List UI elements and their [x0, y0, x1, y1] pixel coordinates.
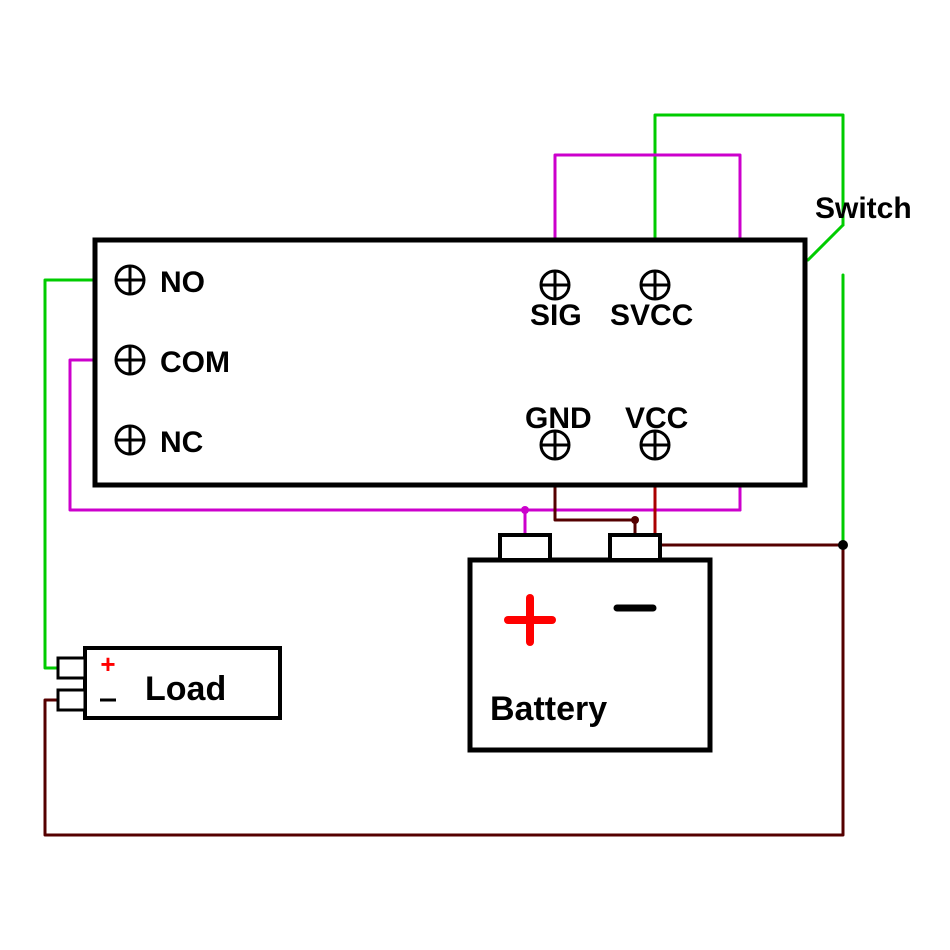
terminal-label-no: NO	[160, 266, 205, 299]
junction	[838, 540, 848, 550]
junction	[631, 516, 639, 524]
terminal-no: NO	[116, 266, 205, 299]
battery-label: Battery	[490, 690, 607, 728]
terminal-label-vcc: VCC	[625, 402, 688, 435]
wiring-diagram: NO COM NC SIG SVCC GND VCC Battery + Load Switch	[0, 0, 950, 950]
load-tab-plus	[58, 658, 85, 678]
terminal-nc: NC	[116, 426, 203, 459]
battery-tab-minus	[610, 535, 660, 560]
junction	[521, 506, 529, 514]
terminal-label-gnd: GND	[525, 402, 592, 435]
load-label: Load	[145, 670, 226, 708]
terminal-label-sig: SIG	[530, 299, 582, 332]
switch-label: Switch	[815, 192, 912, 225]
terminal-label-com: COM	[160, 346, 230, 379]
terminal-com: COM	[116, 346, 230, 379]
battery-tab-plus	[500, 535, 550, 560]
load-tab-minus	[58, 690, 85, 710]
load-plus-icon: +	[100, 649, 115, 679]
terminal-label-nc: NC	[160, 426, 203, 459]
terminal-label-svcc: SVCC	[610, 299, 693, 332]
